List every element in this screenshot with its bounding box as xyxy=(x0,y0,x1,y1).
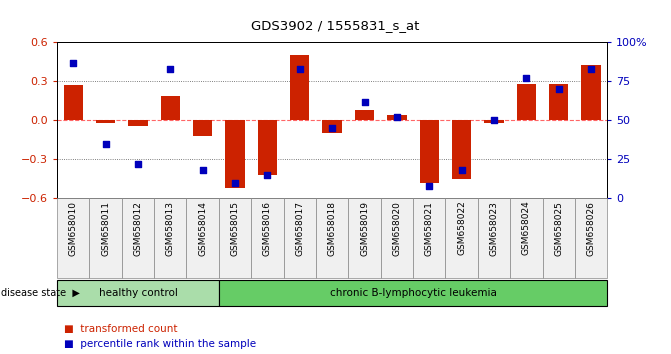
Bar xyxy=(96,120,115,123)
Bar xyxy=(290,56,309,120)
Bar xyxy=(258,120,277,175)
Bar xyxy=(549,84,568,120)
Bar xyxy=(575,198,607,278)
Text: GSM658019: GSM658019 xyxy=(360,201,369,256)
Bar xyxy=(452,120,471,179)
Text: GSM658016: GSM658016 xyxy=(263,201,272,256)
Text: GSM658025: GSM658025 xyxy=(554,201,563,256)
Text: GSM658017: GSM658017 xyxy=(295,201,304,256)
Point xyxy=(586,66,597,72)
Bar xyxy=(323,120,342,133)
Bar xyxy=(57,198,89,278)
Point xyxy=(456,167,467,173)
Bar xyxy=(510,198,543,278)
Point xyxy=(424,183,435,189)
Bar xyxy=(193,120,213,136)
Bar xyxy=(348,198,380,278)
Bar xyxy=(419,120,439,183)
Point xyxy=(100,141,111,147)
Bar xyxy=(160,96,180,120)
Bar xyxy=(413,198,446,278)
Bar xyxy=(355,110,374,120)
Bar xyxy=(387,115,407,120)
Text: GSM658022: GSM658022 xyxy=(457,201,466,255)
Bar xyxy=(219,198,251,278)
Point xyxy=(327,125,338,131)
Bar xyxy=(154,198,187,278)
Point xyxy=(197,167,208,173)
Bar xyxy=(517,84,536,120)
Point xyxy=(262,172,273,178)
Text: chronic B-lymphocytic leukemia: chronic B-lymphocytic leukemia xyxy=(329,288,497,298)
Point xyxy=(391,114,402,120)
Text: ■  percentile rank within the sample: ■ percentile rank within the sample xyxy=(64,339,256,349)
Bar xyxy=(89,198,121,278)
Point xyxy=(521,75,531,81)
Text: GSM658023: GSM658023 xyxy=(489,201,499,256)
Point xyxy=(359,99,370,104)
Bar xyxy=(64,85,83,120)
Bar xyxy=(446,198,478,278)
Point xyxy=(165,66,176,72)
Text: GSM658012: GSM658012 xyxy=(134,201,142,256)
Text: GSM658011: GSM658011 xyxy=(101,201,110,256)
Text: GSM658020: GSM658020 xyxy=(393,201,401,256)
Bar xyxy=(121,198,154,278)
Text: GSM658018: GSM658018 xyxy=(327,201,337,256)
Bar xyxy=(478,198,510,278)
Bar xyxy=(284,198,316,278)
Point xyxy=(488,118,499,123)
Bar xyxy=(225,120,245,188)
Bar xyxy=(128,120,148,126)
Text: GSM658010: GSM658010 xyxy=(68,201,78,256)
Bar xyxy=(543,198,575,278)
Text: GSM658024: GSM658024 xyxy=(522,201,531,255)
Text: GDS3902 / 1555831_s_at: GDS3902 / 1555831_s_at xyxy=(252,19,419,32)
Text: GSM658026: GSM658026 xyxy=(586,201,596,256)
Text: ■  transformed count: ■ transformed count xyxy=(64,324,177,333)
Point xyxy=(554,86,564,92)
Text: GSM658014: GSM658014 xyxy=(198,201,207,256)
Text: GSM658021: GSM658021 xyxy=(425,201,433,256)
Bar xyxy=(484,120,504,123)
Text: disease state  ▶: disease state ▶ xyxy=(1,288,80,298)
Bar xyxy=(581,64,601,120)
Point xyxy=(68,60,79,65)
Bar xyxy=(251,198,284,278)
Text: GSM658013: GSM658013 xyxy=(166,201,175,256)
Bar xyxy=(380,198,413,278)
Text: GSM658015: GSM658015 xyxy=(231,201,240,256)
Text: healthy control: healthy control xyxy=(99,288,177,298)
Bar xyxy=(316,198,348,278)
Bar xyxy=(57,280,219,306)
Bar xyxy=(219,280,607,306)
Point xyxy=(133,161,144,167)
Bar xyxy=(187,198,219,278)
Point xyxy=(229,180,240,185)
Point xyxy=(295,66,305,72)
